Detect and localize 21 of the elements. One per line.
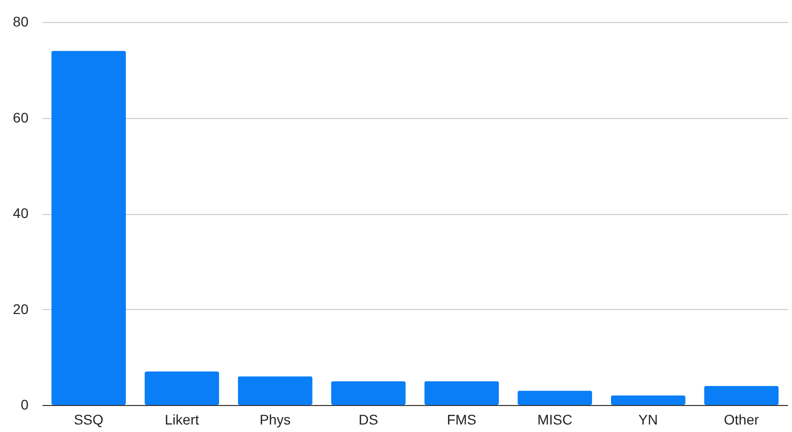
bar	[424, 381, 499, 405]
x-tick-label: FMS	[446, 412, 476, 428]
bar	[51, 50, 126, 405]
x-tick-label: Other	[724, 412, 760, 428]
bar	[704, 386, 779, 405]
bar	[144, 371, 220, 405]
x-tick-label: MISC	[537, 412, 572, 428]
x-tick-label: YN	[638, 412, 658, 428]
x-tick-label: SSQ	[74, 412, 104, 428]
y-tick-label: 40	[12, 205, 29, 221]
bar	[610, 395, 686, 405]
y-tick-label: 80	[12, 14, 29, 30]
y-tick-label: 0	[20, 396, 29, 412]
y-tick-label: 60	[12, 109, 29, 126]
x-tick-label: Likert	[164, 412, 200, 428]
bar	[518, 390, 592, 405]
x-tick-label: DS	[358, 412, 378, 428]
bar	[238, 376, 312, 405]
x-tick-label: Phys	[260, 412, 291, 428]
y-tick-label: 20	[12, 300, 29, 317]
bar	[331, 381, 406, 405]
